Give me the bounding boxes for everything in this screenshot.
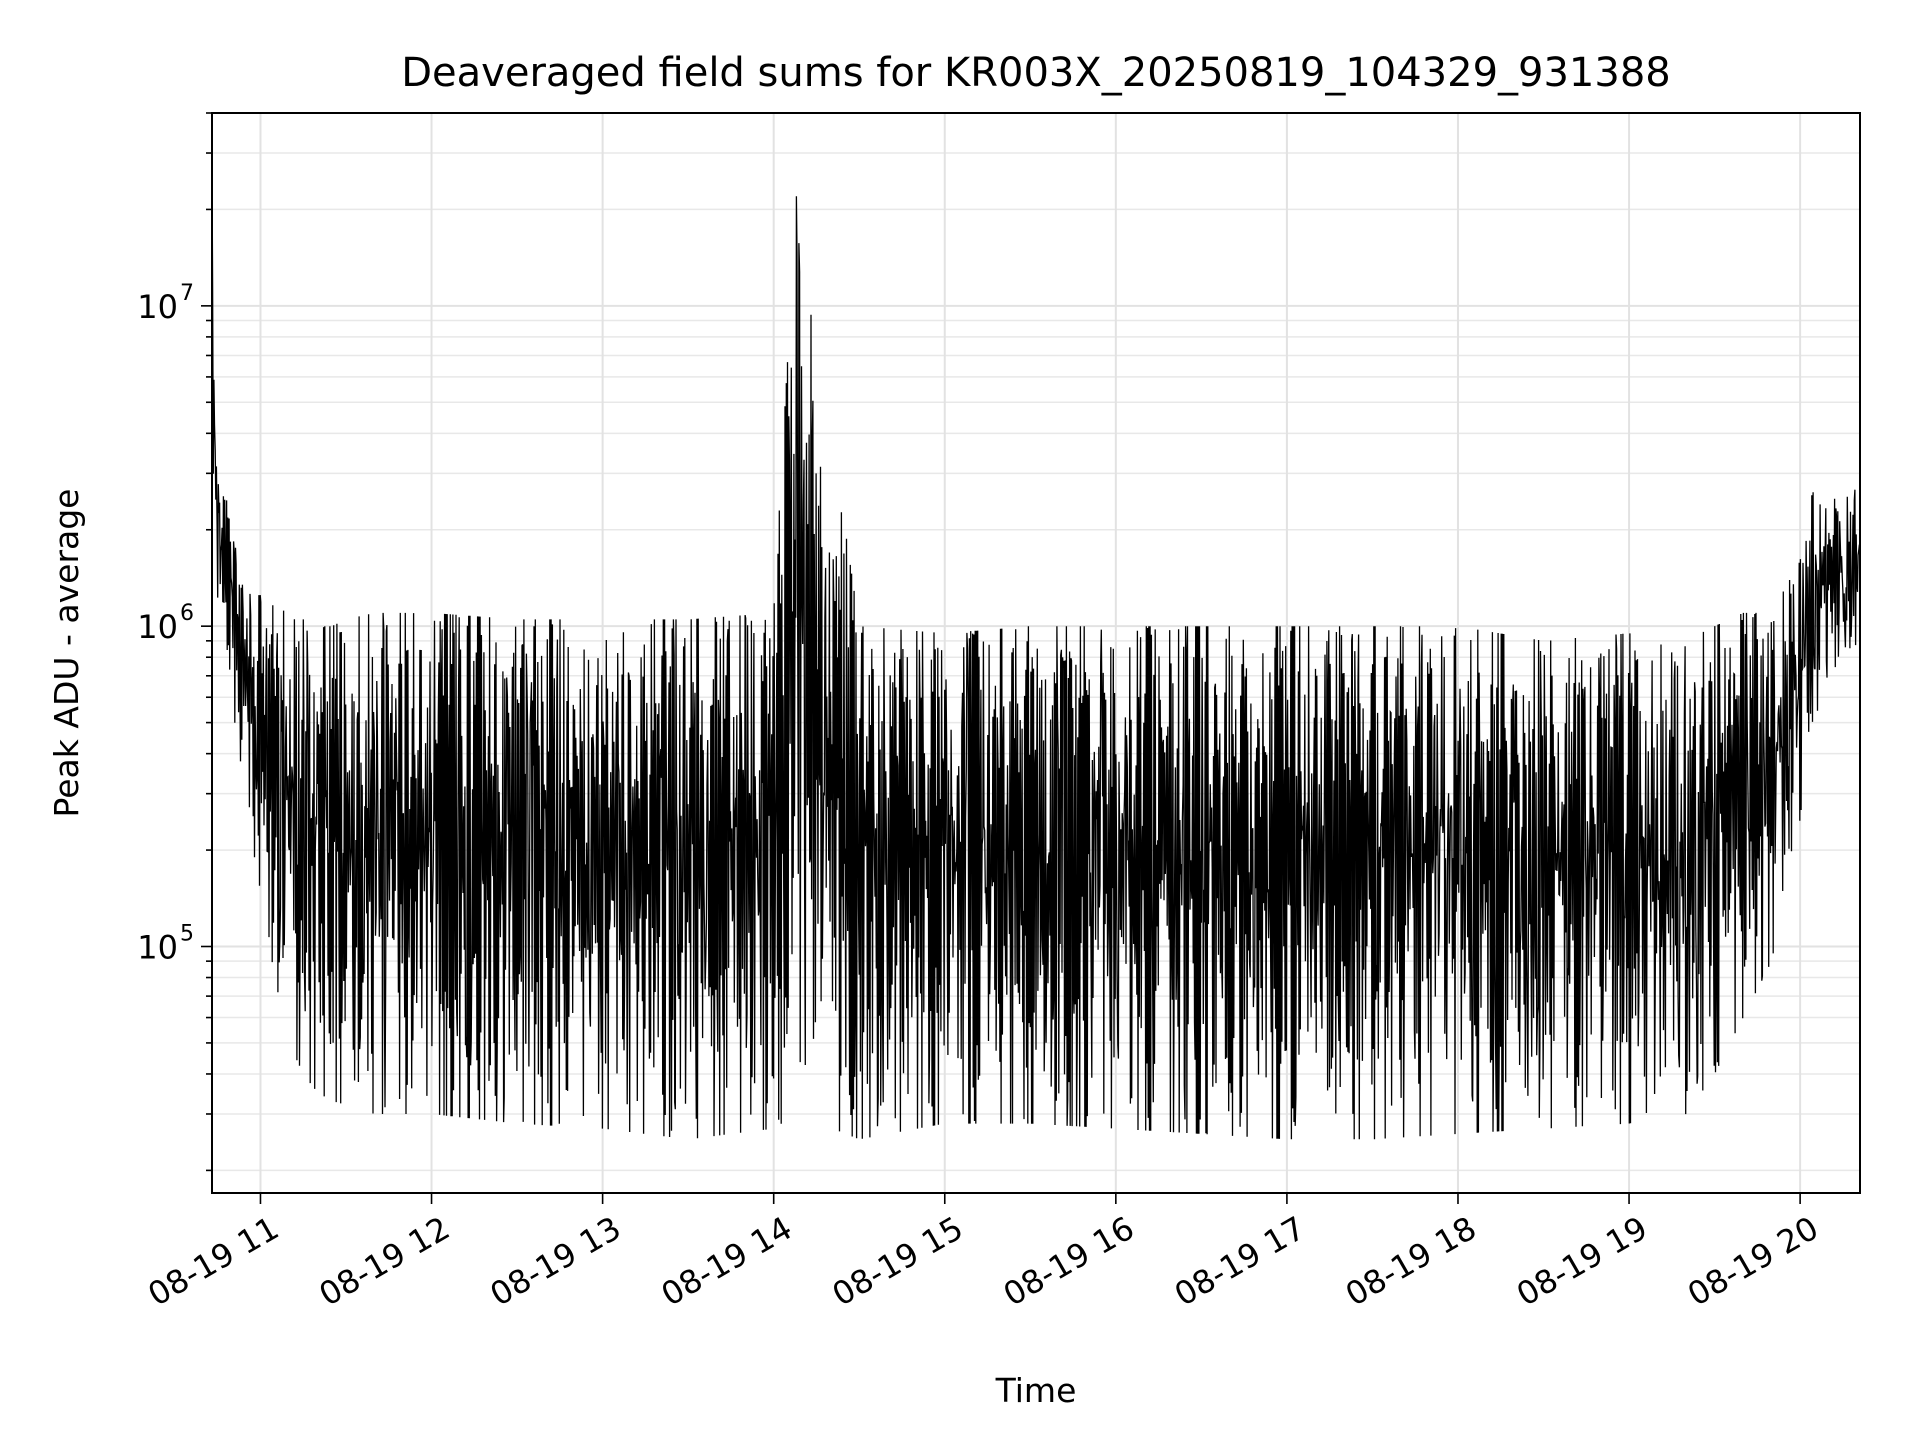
x-tick-label: 08-19 20 <box>1681 1209 1825 1314</box>
y-tick-label: 10 <box>137 288 178 326</box>
y-tick-exponent: 5 <box>180 921 194 946</box>
y-tick-exponent: 6 <box>180 601 194 626</box>
y-axis-label: Peak ADU - average <box>47 489 86 818</box>
x-tick-label: 08-19 15 <box>826 1209 970 1314</box>
x-tick-label: 08-19 13 <box>484 1209 628 1314</box>
x-tick-label: 08-19 16 <box>997 1209 1141 1314</box>
series-line <box>211 162 1861 1140</box>
x-tick-label: 08-19 11 <box>142 1209 286 1314</box>
chart-title: Deaveraged field sums for KR003X_2025081… <box>401 50 1670 96</box>
x-tick-label: 08-19 14 <box>655 1209 799 1314</box>
x-axis-label: Time <box>995 1371 1077 1410</box>
x-tick-label: 08-19 18 <box>1339 1209 1483 1314</box>
y-tick-label: 10 <box>137 928 178 966</box>
y-tick-label: 10 <box>137 608 178 646</box>
plot-frame <box>211 112 1861 1194</box>
x-tick-label: 08-19 12 <box>313 1209 457 1314</box>
y-tick-exponent: 7 <box>180 281 194 306</box>
x-tick-label: 08-19 19 <box>1510 1209 1654 1314</box>
x-tick-label: 08-19 17 <box>1168 1209 1312 1314</box>
